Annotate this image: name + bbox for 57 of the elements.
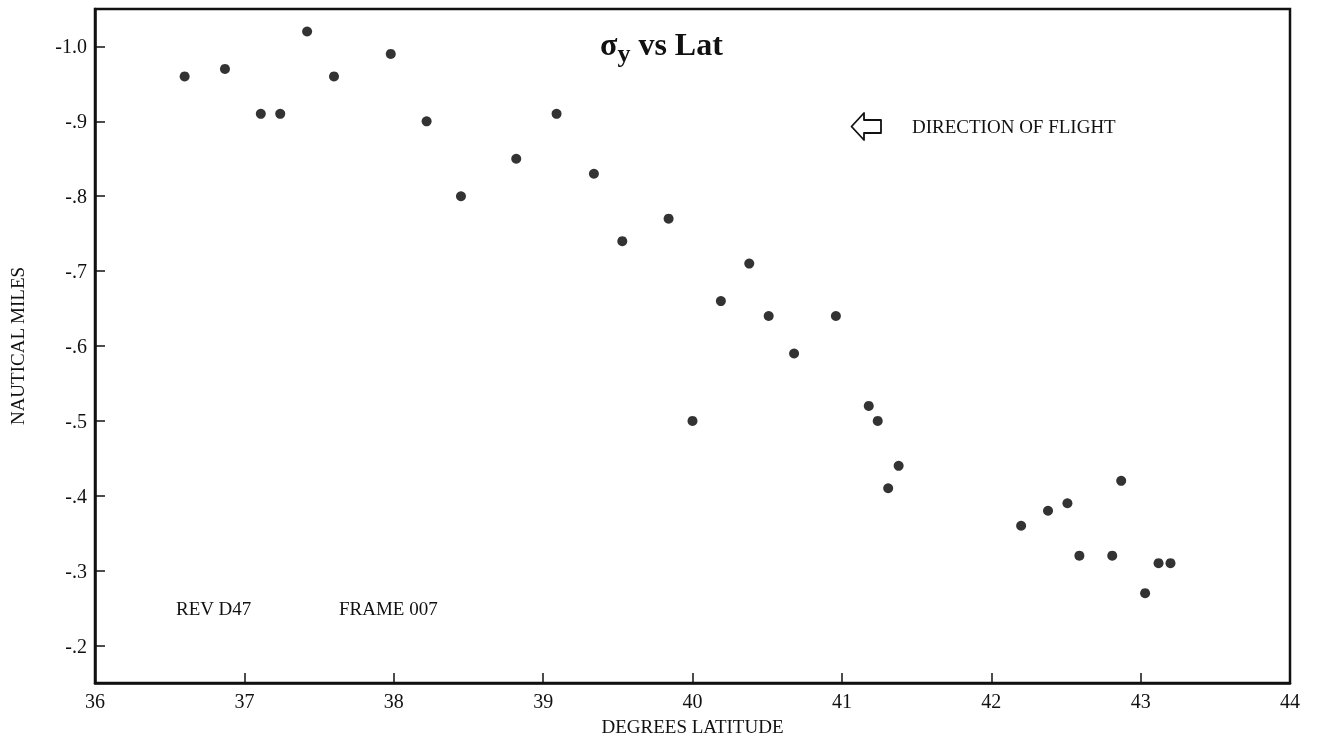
- x-tick-label: 42: [981, 690, 1002, 712]
- point: [302, 26, 313, 37]
- x-tick-label: 38: [383, 690, 404, 712]
- point: [455, 191, 466, 202]
- annotation: FRAME 007: [339, 598, 438, 620]
- point: [329, 71, 339, 82]
- y-tick-label: -.7: [65, 260, 87, 283]
- point: [1074, 550, 1085, 561]
- point: [1062, 498, 1073, 509]
- y-tick-label: -.9: [65, 110, 87, 133]
- y-tick-label: -.8: [65, 185, 87, 208]
- point: [1107, 550, 1118, 561]
- point: [1153, 558, 1164, 569]
- x-tick-label: 41: [831, 690, 852, 712]
- point: [421, 116, 432, 127]
- point: [1016, 520, 1027, 531]
- point: [883, 483, 894, 494]
- point: [715, 296, 726, 307]
- point: [551, 108, 562, 119]
- point: [830, 311, 841, 322]
- x-axis-title: DEGREES LATITUDE: [601, 716, 784, 737]
- point: [255, 108, 266, 119]
- y-tick-label: -.3: [65, 559, 87, 582]
- point: [744, 258, 755, 269]
- point: [893, 460, 904, 471]
- point: [1116, 475, 1127, 486]
- point: [1043, 505, 1054, 516]
- point: [863, 400, 874, 411]
- x-tick-label: 39: [533, 690, 554, 712]
- point: [872, 415, 883, 426]
- point: [588, 168, 599, 179]
- point: [687, 415, 698, 426]
- x-tick-label: 43: [1130, 690, 1151, 712]
- y-tick-label: -.6: [65, 335, 87, 357]
- point: [789, 348, 800, 359]
- annotation: DIRECTION OF FLIGHT: [912, 116, 1116, 138]
- text: σ$_{y}$ vs Lat: [600, 26, 723, 70]
- point: [1140, 588, 1151, 599]
- x-tick-label: 44: [1280, 690, 1300, 712]
- y-tick-label: -1.0: [55, 35, 87, 58]
- y-axis-title: NAUTICAL MILES: [7, 266, 28, 426]
- point: [385, 48, 396, 59]
- x-tick-label: 36: [85, 690, 105, 712]
- y-tick-label: -.5: [65, 409, 87, 432]
- x-tick-label: 37: [234, 690, 255, 712]
- x-tick-label: 40: [682, 690, 703, 712]
- point: [1165, 558, 1176, 569]
- y-tick-label: -.4: [65, 484, 87, 507]
- point: [763, 311, 774, 322]
- point: [219, 63, 230, 74]
- point: [275, 108, 286, 119]
- point: [511, 153, 522, 164]
- annotation: REV D47: [176, 598, 252, 620]
- point: [179, 71, 190, 82]
- y-tick-label: -.2: [65, 634, 87, 657]
- point: [617, 236, 628, 247]
- point: [663, 213, 674, 224]
